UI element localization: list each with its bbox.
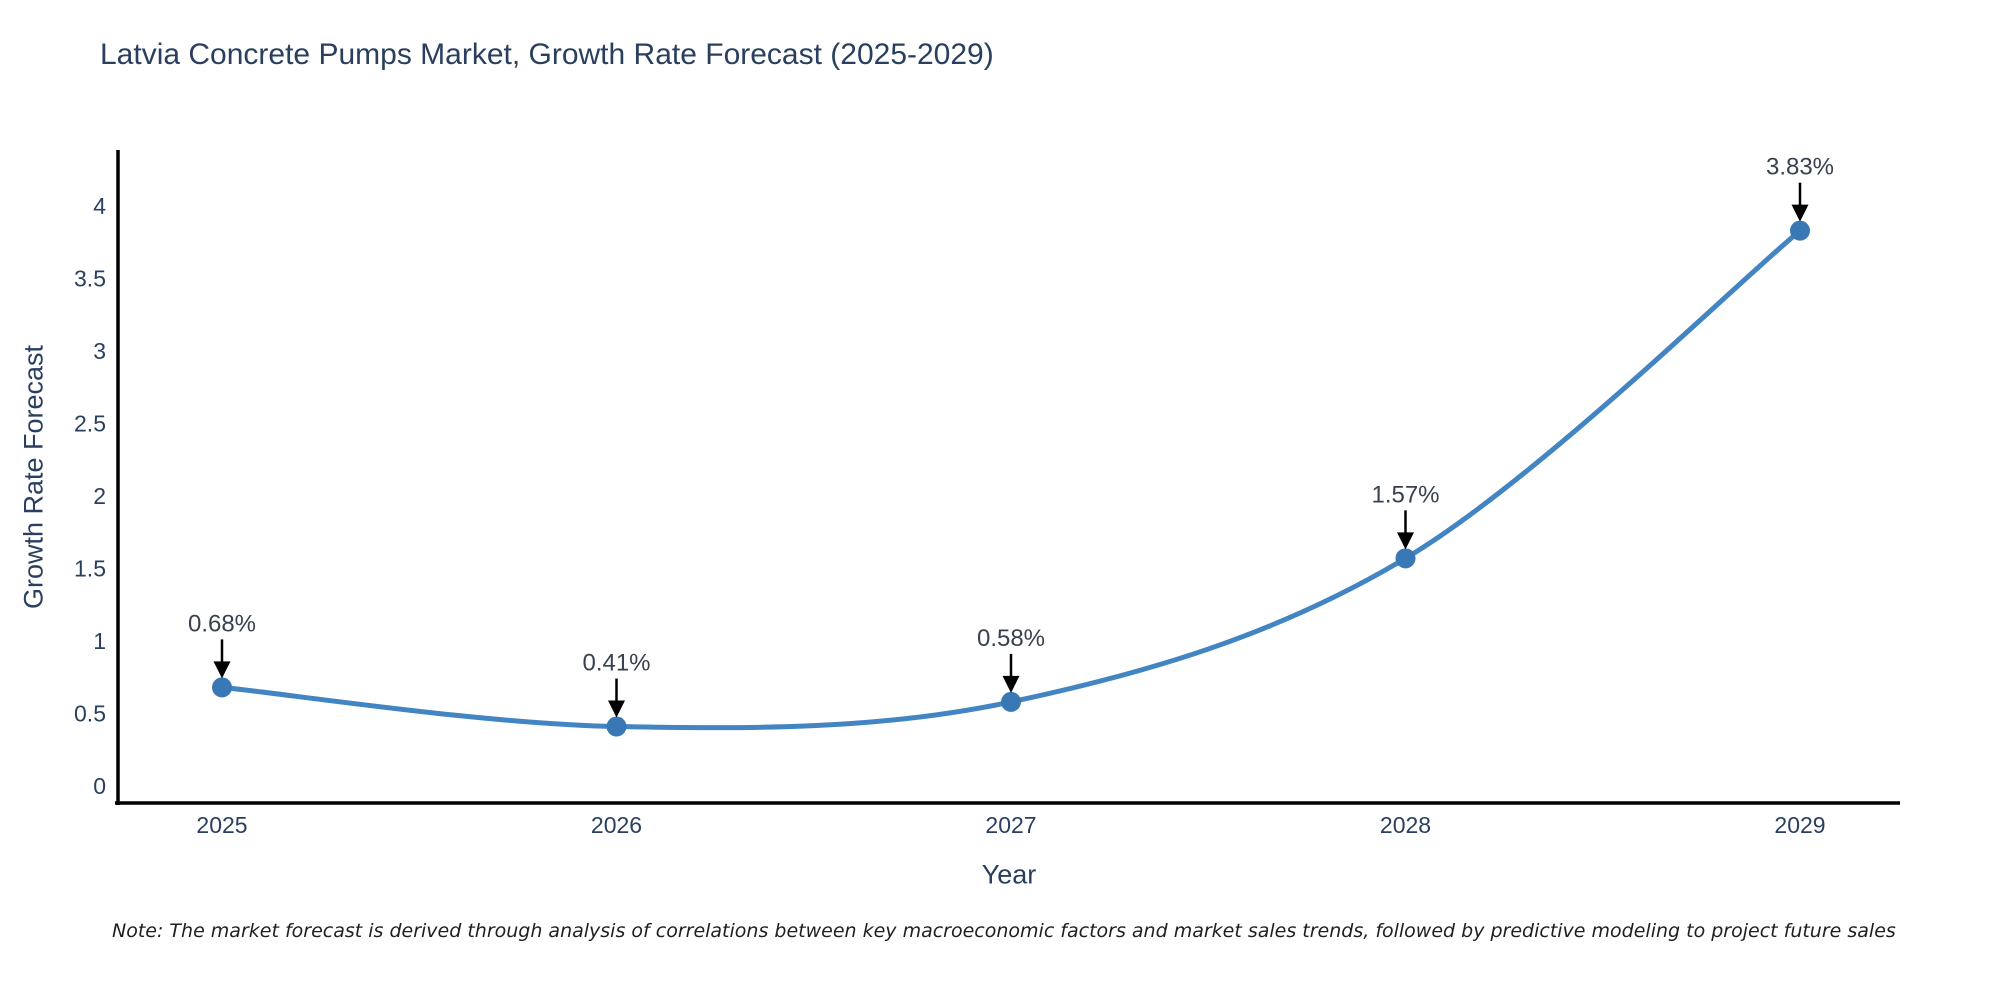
data-point-label: 0.68%: [188, 610, 256, 637]
y-tick-label: 4: [93, 193, 106, 219]
x-axis-title: Year: [981, 859, 1037, 890]
annotation-arrowhead-icon: [213, 661, 231, 679]
data-point-2026[interactable]: [606, 716, 627, 737]
annotation-arrowhead-icon: [1397, 532, 1414, 550]
data-point-label: 3.83%: [1766, 154, 1834, 181]
data-point-label: 1.57%: [1371, 481, 1439, 508]
y-tick-label: 0: [93, 773, 106, 799]
annotation-arrowhead-icon: [608, 700, 625, 718]
x-tick-label: 2026: [591, 812, 642, 838]
x-tick-label: 2029: [1774, 812, 1825, 838]
data-point-label: 0.58%: [977, 625, 1045, 652]
data-point-2029[interactable]: [1790, 220, 1810, 241]
annotation-arrowhead-icon: [1002, 675, 1020, 693]
data-point-label: 0.41%: [582, 650, 650, 677]
annotation-arrowhead-icon: [1791, 204, 1809, 222]
y-tick-label: 3: [93, 338, 106, 364]
x-tick-label: 2027: [985, 812, 1036, 838]
y-tick-label: 2: [93, 483, 106, 509]
y-tick-label: 1.5: [74, 556, 106, 582]
growth-rate-forecast-line: [219, 228, 1803, 731]
x-tick-label: 2025: [196, 812, 247, 838]
chart-title: Latvia Concrete Pumps Market, Growth Rat…: [100, 38, 994, 71]
data-point-2027[interactable]: [1001, 691, 1021, 712]
y-tick-label: 0.5: [74, 701, 106, 727]
y-tick-label: 3.5: [74, 266, 106, 292]
x-tick-label: 2028: [1380, 812, 1431, 838]
data-point-2028[interactable]: [1395, 548, 1416, 569]
chart-footnote: Note: The market forecast is derived thr…: [112, 920, 1896, 942]
y-tick-label: 2.5: [74, 411, 106, 437]
data-point-2025[interactable]: [212, 677, 232, 698]
y-tick-label: 1: [93, 628, 106, 654]
